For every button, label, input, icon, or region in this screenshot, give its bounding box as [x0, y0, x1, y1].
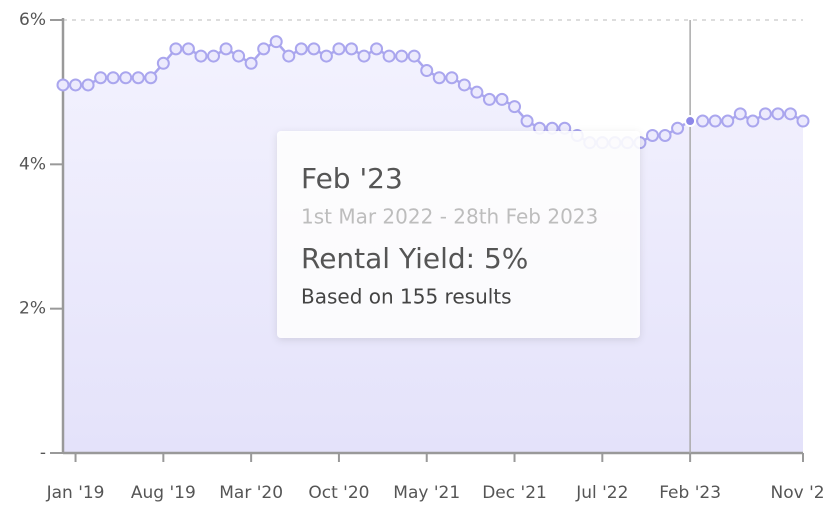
y-tick-label: - [40, 443, 46, 463]
tooltip: Feb '23 1st Mar 2022 - 28th Feb 2023 Ren… [277, 131, 640, 338]
point [156, 56, 170, 70]
point [119, 71, 133, 85]
tooltip-note: Based on 155 results [301, 285, 512, 309]
point [758, 107, 772, 121]
point [395, 49, 409, 63]
point [181, 42, 195, 56]
point [445, 71, 459, 85]
y-tick-label: 6% [19, 10, 46, 30]
tooltip-box [277, 131, 640, 338]
point [319, 49, 333, 63]
point [219, 42, 233, 56]
point [131, 71, 145, 85]
point [370, 42, 384, 56]
point [771, 107, 785, 121]
point [344, 42, 358, 56]
y-tick-label: 2% [19, 299, 46, 319]
point [407, 49, 421, 63]
point [232, 49, 246, 63]
point [721, 114, 735, 128]
point [194, 49, 208, 63]
point [294, 42, 308, 56]
x-tick-label: Jan '19 [46, 483, 105, 503]
point [520, 114, 534, 128]
x-tick-label: Mar '20 [219, 483, 283, 503]
point [432, 71, 446, 85]
point [495, 92, 509, 106]
point [658, 128, 672, 142]
tooltip-value: Rental Yield: 5% [301, 242, 528, 275]
point [783, 107, 797, 121]
tooltip-title: Feb '23 [301, 162, 403, 195]
x-tick-label: May '21 [393, 483, 460, 503]
y-tick-label: 4% [19, 154, 46, 174]
point [482, 92, 496, 106]
x-tick-label: Jul '22 [575, 483, 628, 503]
point [257, 42, 271, 56]
point [420, 64, 434, 78]
point [671, 121, 685, 135]
point [684, 115, 697, 128]
point [244, 56, 258, 70]
x-tick-label: Nov '23 [771, 483, 825, 503]
tooltip-subtitle: 1st Mar 2022 - 28th Feb 2023 [301, 205, 598, 229]
point [269, 35, 283, 49]
point [796, 114, 810, 128]
point [357, 49, 371, 63]
point [81, 78, 95, 92]
point [470, 85, 484, 99]
point [733, 107, 747, 121]
point [508, 100, 522, 114]
point [56, 78, 70, 92]
point [282, 49, 296, 63]
point [144, 71, 158, 85]
point [746, 114, 760, 128]
x-tick-label: Dec '21 [482, 483, 547, 503]
point [307, 42, 321, 56]
point [169, 42, 183, 56]
point [645, 128, 659, 142]
point [382, 49, 396, 63]
point [696, 114, 710, 128]
point [708, 114, 722, 128]
point [94, 71, 108, 85]
point [106, 71, 120, 85]
x-tick-label: Feb '23 [659, 483, 721, 503]
point [332, 42, 346, 56]
x-tick-label: Oct '20 [308, 483, 369, 503]
point [457, 78, 471, 92]
point [69, 78, 83, 92]
point [207, 49, 221, 63]
x-tick-label: Aug '19 [131, 483, 196, 503]
